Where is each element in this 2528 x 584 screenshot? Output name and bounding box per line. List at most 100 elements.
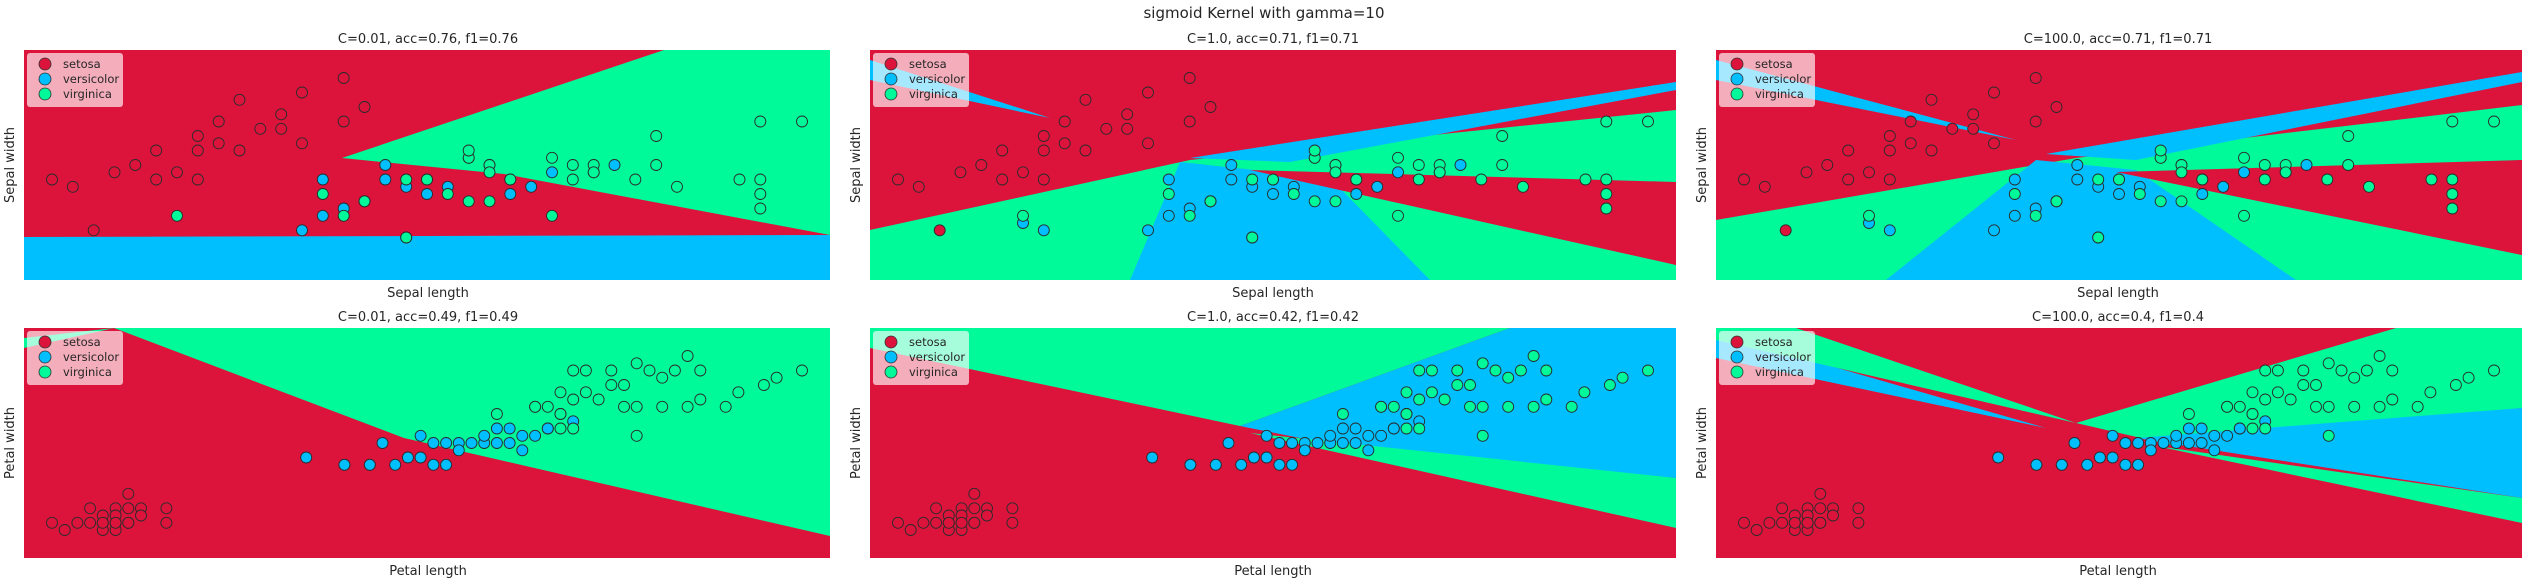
- data-point-virginica: [1475, 173, 1488, 186]
- data-point-virginica: [529, 400, 542, 413]
- data-point-setosa: [2029, 72, 2042, 84]
- data-point-versicolor: [608, 159, 621, 171]
- legend-label-versicolor: versicolor: [63, 350, 119, 364]
- data-point-setosa: [296, 86, 308, 99]
- decision-region-setosa-wedge: [2116, 160, 2522, 255]
- data-point-virginica: [2321, 173, 2334, 186]
- data-point-versicolor: [2182, 437, 2195, 449]
- data-point-versicolor: [2300, 159, 2313, 171]
- data-point-setosa: [1883, 130, 1896, 142]
- data-point-virginica: [1496, 159, 1509, 171]
- subplot-6-points: [1738, 350, 2500, 536]
- data-point-virginica: [1267, 173, 1279, 186]
- decision-region-virginica-wedge: [1250, 433, 1676, 528]
- data-point-virginica: [1162, 188, 1175, 200]
- data-point-versicolor: [1371, 180, 1384, 193]
- data-point-setosa: [955, 516, 968, 529]
- data-point-setosa: [1946, 122, 1959, 135]
- legend-label-virginica: virginica: [1755, 87, 1804, 101]
- data-point-versicolor: [389, 458, 402, 471]
- data-point-virginica: [1387, 400, 1400, 413]
- data-point-setosa: [1814, 502, 1827, 515]
- data-point-virginica: [656, 371, 669, 384]
- data-point-virginica: [1375, 400, 1388, 413]
- data-point-setosa: [954, 166, 967, 179]
- data-point-versicolor: [1286, 458, 1299, 471]
- decision-region-versicolor: [2136, 408, 2522, 498]
- data-point-virginica: [732, 386, 745, 399]
- data-point-virginica: [1464, 379, 1476, 391]
- data-point-versicolor: [1146, 451, 1159, 464]
- legend-label-setosa: setosa: [63, 335, 101, 349]
- subplot-5: C=1.0, acc=0.42, f1=0.42 setosa versicol…: [849, 310, 1676, 579]
- data-point-versicolor: [1286, 437, 1299, 449]
- legend-label-versicolor: versicolor: [909, 350, 965, 364]
- decision-region-versicolor-band: [2046, 72, 2522, 160]
- subplot-2-points: [892, 72, 1654, 244]
- subplot-2-title: C=1.0, acc=0.71, f1=0.71: [1187, 32, 1359, 47]
- data-point-versicolor: [427, 458, 440, 471]
- data-point-virginica: [2342, 130, 2355, 142]
- data-point-setosa: [1017, 166, 1029, 179]
- data-point-virginica: [592, 393, 605, 406]
- data-point-virginica: [2373, 400, 2386, 413]
- data-point-versicolor: [1362, 429, 1375, 442]
- data-point-setosa: [66, 180, 79, 193]
- data-point-virginica: [2446, 115, 2459, 128]
- legend-marker-virginica: [38, 87, 52, 101]
- data-point-virginica: [754, 115, 767, 128]
- legend-marker-setosa: [884, 335, 898, 349]
- data-point-virginica: [681, 400, 694, 413]
- data-point-virginica: [2092, 173, 2105, 186]
- data-point-setosa: [2050, 101, 2063, 113]
- subplot-1-legend: setosa versicolor virginica: [27, 53, 123, 107]
- data-point-versicolor: [2113, 188, 2125, 200]
- data-point-virginica: [2446, 188, 2459, 200]
- data-point-virginica: [1350, 173, 1363, 186]
- subplot-4-plot-area: [24, 328, 830, 558]
- data-point-virginica: [1308, 144, 1321, 157]
- data-point-virginica: [1413, 364, 1426, 377]
- data-point-setosa: [233, 144, 246, 157]
- data-point-virginica: [1246, 173, 1259, 186]
- data-point-virginica: [2271, 364, 2284, 377]
- data-point-virginica: [1579, 173, 1592, 186]
- legend-marker-setosa: [38, 57, 52, 71]
- data-point-setosa: [1988, 137, 2000, 150]
- subplot-4-xlabel: Petal length: [389, 564, 467, 579]
- data-point-virginica: [1451, 379, 1464, 391]
- data-point-virginica: [2271, 386, 2284, 399]
- data-point-versicolor: [316, 173, 329, 186]
- data-point-virginica: [1425, 386, 1438, 399]
- data-point-virginica: [1527, 350, 1540, 362]
- data-point-virginica: [1476, 400, 1489, 413]
- subplot-2-plot-area: [870, 50, 1676, 280]
- data-point-versicolor: [1162, 209, 1175, 222]
- data-point-versicolor: [2093, 451, 2106, 464]
- data-point-virginica: [2386, 393, 2399, 406]
- legend-label-setosa: setosa: [63, 57, 101, 71]
- data-point-setosa: [58, 524, 71, 536]
- data-point-virginica: [796, 364, 808, 377]
- data-point-virginica: [567, 422, 580, 435]
- data-point-setosa: [1738, 173, 1750, 186]
- data-point-virginica: [650, 130, 663, 142]
- subplot-2-xlabel: Sepal length: [1232, 286, 1314, 301]
- data-point-versicolor: [1273, 437, 1286, 449]
- data-point-setosa: [87, 224, 100, 237]
- decision-region-versicolor-wedge: [1130, 162, 1430, 280]
- data-point-virginica: [2425, 173, 2438, 186]
- subplot-3: C=100.0, acc=0.71, f1=0.71 setosa versic…: [1695, 32, 2522, 301]
- data-point-virginica: [2386, 364, 2399, 377]
- data-point-virginica: [668, 364, 681, 377]
- data-point-virginica: [2092, 231, 2105, 244]
- data-point-setosa: [1037, 130, 1050, 142]
- data-point-virginica: [2279, 166, 2292, 179]
- data-point-versicolor: [516, 429, 529, 442]
- data-point-setosa: [1183, 115, 1196, 128]
- data-point-versicolor: [2008, 173, 2021, 186]
- legend-label-setosa: setosa: [1755, 335, 1793, 349]
- data-point-virginica: [2310, 379, 2322, 391]
- data-point-setosa: [254, 122, 267, 135]
- data-point-virginica: [2113, 173, 2125, 186]
